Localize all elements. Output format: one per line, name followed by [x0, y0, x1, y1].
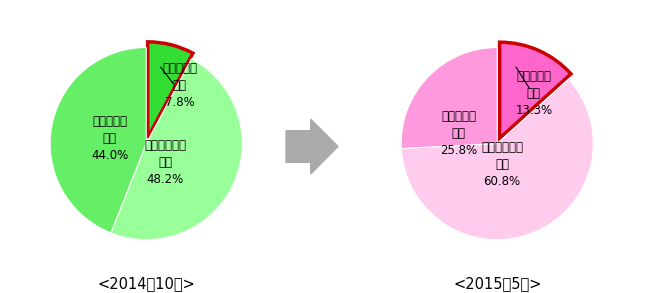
Text: 悪くなると
思う
25.8%: 悪くなると 思う 25.8% [440, 110, 477, 157]
Text: 変わらないと
思う
48.2%: 変わらないと 思う 48.2% [144, 139, 187, 186]
Wedge shape [500, 42, 571, 138]
Wedge shape [111, 59, 242, 240]
Wedge shape [401, 79, 593, 240]
Title: <2014年10月>: <2014年10月> [98, 276, 195, 291]
Wedge shape [401, 47, 497, 149]
Wedge shape [50, 47, 146, 233]
Title: <2015年5月>: <2015年5月> [453, 276, 541, 291]
Text: 良くなると
思う
7.8%: 良くなると 思う 7.8% [162, 62, 198, 109]
Text: 悪くなると
思う
44.0%: 悪くなると 思う 44.0% [91, 115, 128, 162]
FancyArrow shape [286, 119, 338, 174]
Text: 良くなると
思う
13.3%: 良くなると 思う 13.3% [515, 70, 552, 117]
Wedge shape [148, 42, 193, 138]
Text: 変わらないと
思う
60.8%: 変わらないと 思う 60.8% [481, 141, 523, 188]
